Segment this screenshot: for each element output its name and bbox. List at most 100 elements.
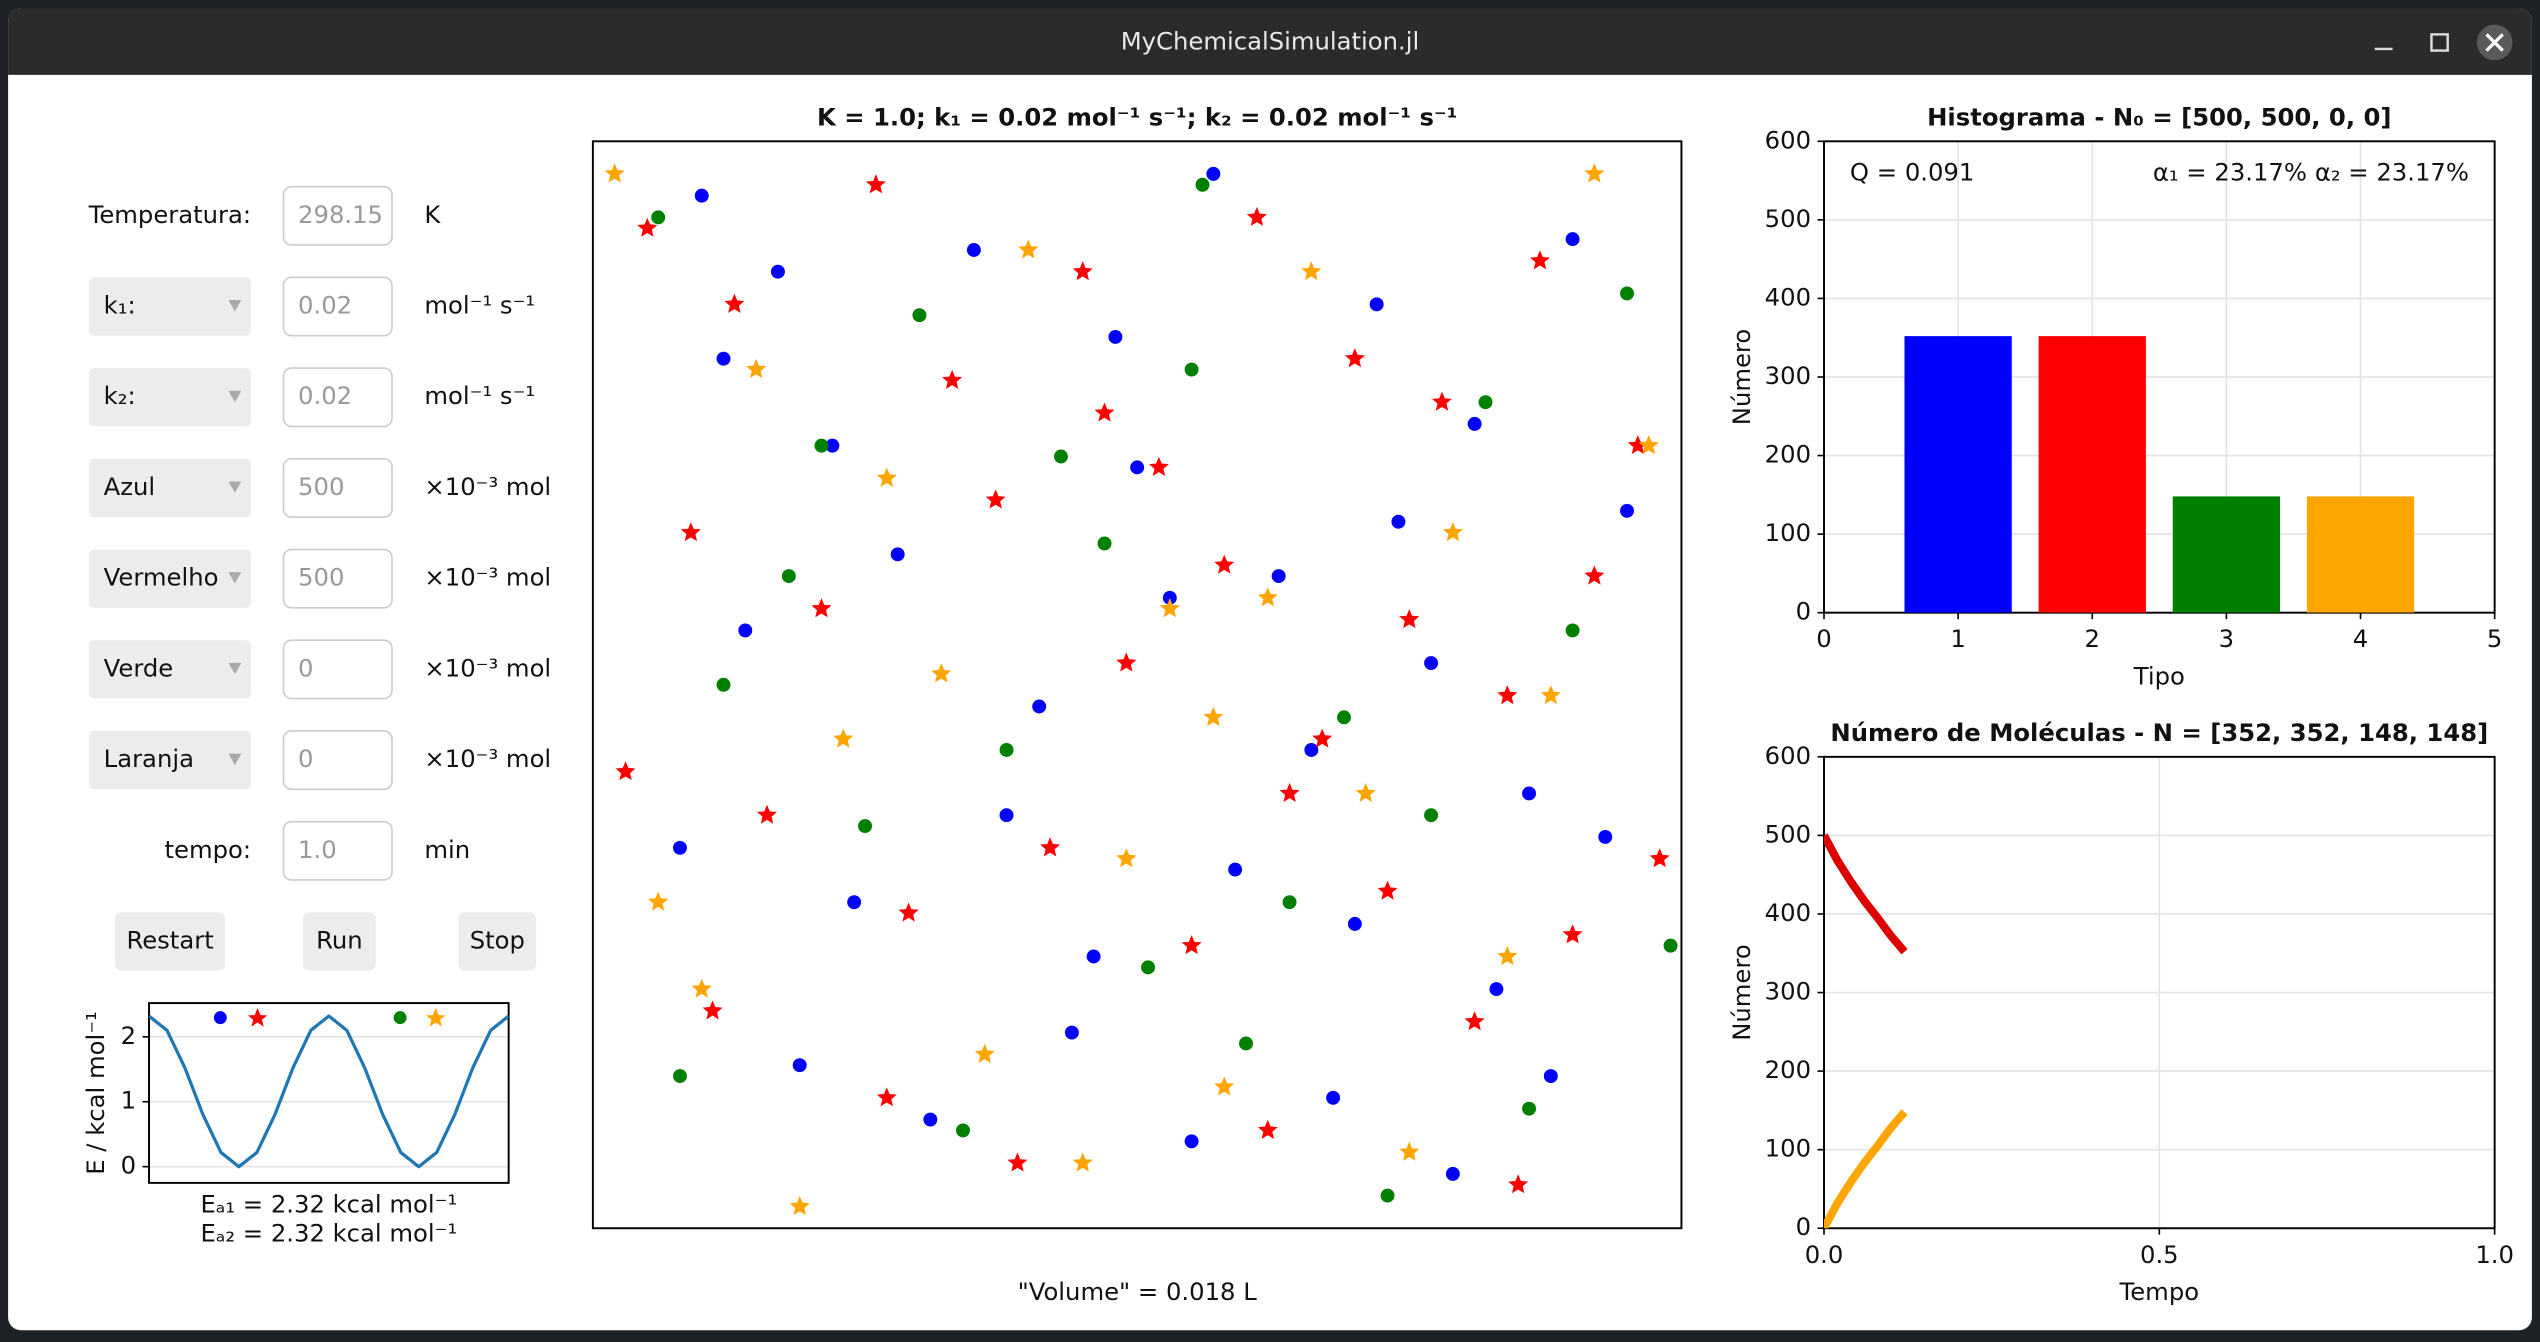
input-value: 500	[298, 472, 344, 501]
text-input[interactable]	[282, 730, 393, 791]
molecule-star	[1257, 587, 1278, 607]
x-tick-label: 0	[1816, 624, 1831, 653]
plot-area	[604, 163, 1678, 1215]
dropdown[interactable]: k₁:	[89, 277, 252, 336]
molecule-star	[1312, 728, 1333, 748]
molecule-star	[1257, 1119, 1278, 1139]
x-tick-label: 0.0	[1805, 1240, 1844, 1269]
dropdown-label: Laranja	[104, 744, 194, 773]
maximize-button[interactable]	[2430, 33, 2449, 52]
x-tick-label: 0.5	[2140, 1240, 2179, 1269]
unit-label: ×10⁻³ mol	[424, 563, 551, 592]
molecule-star	[1355, 782, 1376, 803]
input-value: 298.15	[298, 200, 383, 229]
molecule-star	[604, 163, 625, 183]
button-label[interactable]: Stop	[470, 926, 525, 955]
molecule-star	[1007, 1152, 1028, 1172]
molecule-dot	[1598, 829, 1613, 844]
annotation: α₁ = 23.17%	[2153, 158, 2307, 187]
molecule-star	[1116, 652, 1137, 672]
dropdown[interactable]: Azul	[89, 458, 252, 518]
close-button[interactable]	[2476, 24, 2513, 61]
button[interactable]	[302, 912, 376, 971]
y-tick-label: 300	[1765, 361, 1811, 390]
dropdown[interactable]: Vermelho	[89, 549, 252, 608]
molecule-dot	[923, 1112, 938, 1127]
molecule-star	[724, 293, 745, 313]
dropdown-box	[89, 368, 252, 427]
molecule-star	[1072, 1152, 1093, 1172]
molecule-dot	[1195, 177, 1210, 192]
molecule-star	[931, 663, 952, 683]
molecule-star	[1399, 608, 1420, 629]
unit-label: ×10⁻³ mol	[424, 744, 551, 773]
annotation: Eₐ₂ = 2.32 kcal mol⁻¹	[200, 1219, 457, 1248]
molecule-dot	[1424, 656, 1439, 670]
molecule-star	[1431, 391, 1452, 411]
text-input[interactable]	[282, 276, 393, 337]
button[interactable]	[458, 912, 537, 971]
button[interactable]	[115, 912, 226, 971]
text-input[interactable]	[282, 820, 393, 881]
button-label[interactable]: Restart	[126, 926, 213, 955]
x-tick-label: 5	[2487, 624, 2502, 653]
molecule-star	[1540, 685, 1561, 705]
molecule-star	[876, 1087, 897, 1107]
dropdown[interactable]: Laranja	[89, 730, 252, 790]
dropdown-box	[89, 277, 252, 336]
field-label: tempo:	[165, 835, 252, 864]
molecule-dot	[1380, 1188, 1395, 1203]
molecule-star	[1040, 837, 1061, 857]
dropdown-arrow	[228, 300, 242, 312]
molecule-star	[1072, 261, 1093, 281]
unit-label: ×10⁻³ mol	[424, 653, 551, 682]
molecule-dot	[1326, 1090, 1341, 1105]
y-tick-label: 1	[121, 1086, 136, 1115]
x-tick-label: 4	[2353, 624, 2368, 653]
molecule-star	[1018, 239, 1039, 259]
molecule-dot	[966, 243, 981, 257]
line-series	[1824, 1109, 1908, 1229]
text-input[interactable]	[282, 548, 393, 609]
y-tick-label: 200	[1765, 1055, 1811, 1084]
dropdown[interactable]: Verde	[89, 640, 252, 699]
molecule-dot	[1620, 286, 1634, 301]
molecule-dot	[673, 1069, 687, 1084]
dropdown-box	[89, 549, 252, 608]
molecule-dot	[1424, 808, 1439, 823]
button-label[interactable]: Run	[316, 926, 363, 955]
molecule-star	[1649, 848, 1670, 868]
molecule-star	[1246, 206, 1267, 226]
y-tick-label: 300	[1765, 977, 1811, 1006]
molecule-dot	[1337, 710, 1351, 725]
input-value: 500	[298, 563, 344, 592]
molecule-dot	[716, 677, 731, 692]
molecule-star	[702, 1000, 723, 1020]
text-input[interactable]	[282, 457, 393, 518]
molecule-dot	[1271, 569, 1286, 584]
molecule-dot	[651, 210, 666, 225]
molecule-dot	[814, 438, 829, 453]
text-input[interactable]	[282, 185, 393, 246]
plot-frame	[148, 1002, 510, 1184]
energy-legend	[213, 1007, 446, 1027]
dropdown-label: Azul	[104, 472, 155, 501]
text-input[interactable]	[282, 639, 393, 700]
molecule-dot	[1206, 166, 1221, 181]
molecule-dot	[825, 438, 840, 453]
plot-frame	[1823, 755, 2496, 1230]
molecule-dot	[1369, 297, 1384, 312]
text-input[interactable]	[282, 367, 393, 428]
dropdown-arrow	[228, 390, 242, 403]
molecule-dot	[1522, 786, 1537, 801]
dropdown[interactable]: k₂:	[89, 368, 252, 427]
molecule-dot	[1282, 895, 1297, 910]
molecule-star	[648, 891, 669, 911]
molecule-star	[1529, 250, 1550, 270]
molecule-star	[1214, 1076, 1235, 1096]
molecule-dot	[956, 1123, 970, 1138]
molecule-dot	[847, 895, 862, 910]
plot-frame	[591, 140, 1683, 1230]
bar	[2172, 496, 2281, 613]
